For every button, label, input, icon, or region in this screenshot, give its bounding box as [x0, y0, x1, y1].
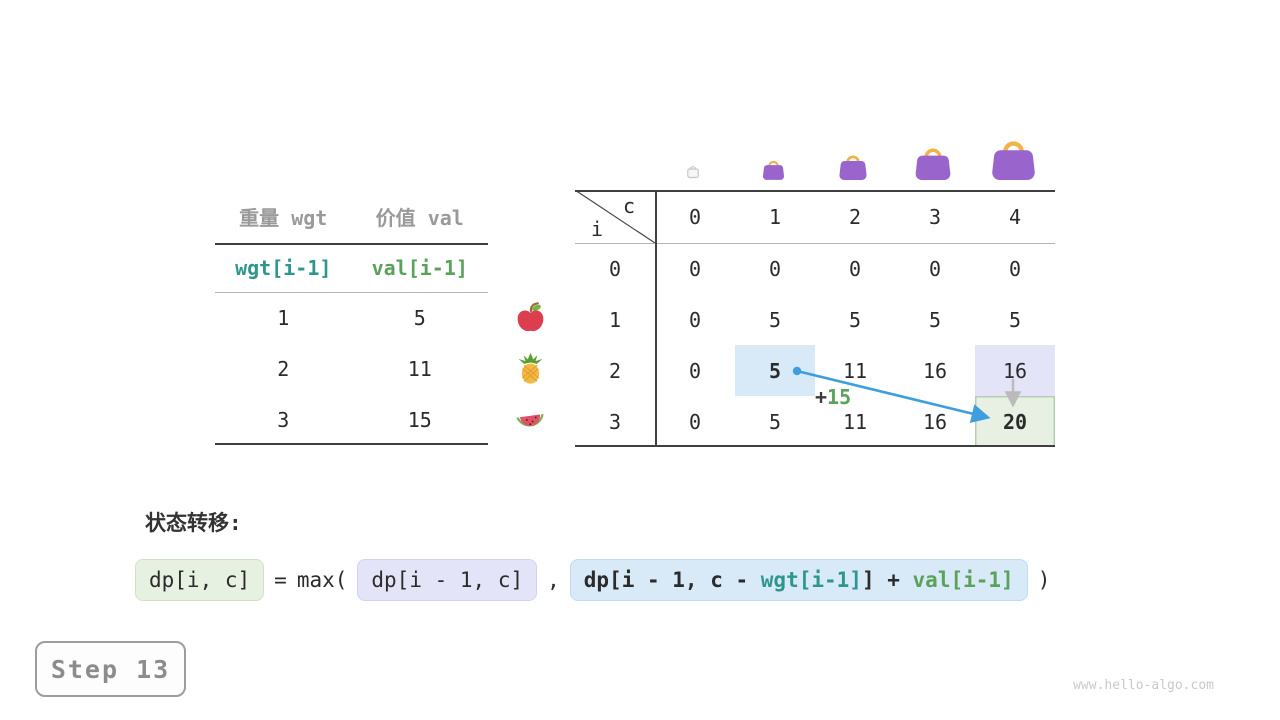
items-col-header-value: 价值 val — [375, 206, 464, 230]
dp-cell-1-1: 5 — [768, 307, 782, 332]
items-index-val: val[i-1] — [371, 255, 468, 280]
dp-cell-2-1-highlight-source: 5 — [735, 345, 815, 396]
arg2-bracket: ] — [861, 568, 875, 592]
formula-arg2-box: dp[i - 1, c - wgt[i-1]] + val[i-1] — [569, 559, 1028, 601]
formula-max-open: max( — [296, 568, 348, 592]
formula-lhs-box: dp[i, c] — [135, 559, 265, 601]
dp-row-header-1: 1 — [608, 307, 622, 332]
dp-cell-0-2: 0 — [848, 256, 862, 281]
formula-arg1-box: dp[i - 1, c] — [357, 559, 538, 601]
dp-cell-0-4: 0 — [1008, 256, 1022, 281]
bag-medium-icon — [839, 155, 867, 180]
item-3-value: 15 — [407, 407, 432, 432]
dp-cell-3-4-highlight-result: 20 — [975, 396, 1055, 447]
items-table: 重量 wgt 价值 val wgt[i-1] val[i-1] 1 5 2 11… — [215, 190, 488, 447]
transfer-value-label: +15 — [815, 385, 851, 409]
bag-xlarge-icon — [992, 141, 1035, 180]
dp-cell-0-0: 0 — [688, 256, 702, 281]
dp-cell-2-0: 0 — [688, 358, 702, 383]
item-3-weight: 3 — [277, 407, 290, 432]
item-2-value: 11 — [407, 356, 432, 381]
dp-row-header-3: 3 — [608, 409, 622, 434]
dp-corner-cell: c i — [575, 190, 655, 243]
state-transition-heading: 状态转移: — [145, 511, 242, 535]
dp-cell-3-3: 16 — [922, 409, 948, 434]
watermark: www.hello-algo.com — [1073, 678, 1214, 693]
dp-cell-3-0: 0 — [688, 409, 702, 434]
dp-col-header-3: 3 — [928, 204, 942, 229]
dp-cell-1-3: 5 — [928, 307, 942, 332]
watermelon-icon — [516, 413, 544, 427]
arg2-prefix: dp[i - 1, c - — [583, 568, 761, 592]
dp-bottom-rule — [575, 445, 1055, 447]
items-header-rule — [215, 243, 488, 245]
dp-cell-0-1: 0 — [768, 256, 782, 281]
corner-row-var: i — [591, 217, 604, 241]
dp-row-header-2: 2 — [608, 358, 622, 383]
corner-diagonal-line — [575, 190, 655, 243]
dp-col-header-0: 0 — [688, 204, 702, 229]
dp-row-header-0: 0 — [608, 256, 622, 281]
apple-icon — [517, 302, 544, 332]
dp-cell-2-4-highlight-skip: 16 — [975, 345, 1055, 396]
dp-vertical-divider — [655, 190, 657, 447]
dp-top-rule — [575, 190, 1055, 192]
items-bottom-rule — [215, 443, 488, 445]
formula-equals: = — [274, 568, 287, 592]
bag-small-icon — [762, 160, 785, 180]
items-index-wgt: wgt[i-1] — [235, 255, 332, 280]
dp-cell-1-0: 0 — [688, 307, 702, 332]
dp-header-rule — [575, 243, 1055, 244]
added-value: 15 — [827, 385, 852, 409]
items-col-header-weight: 重量 wgt — [239, 206, 328, 230]
dp-cell-1-4: 5 — [1008, 307, 1022, 332]
step-badge: Step 13 — [35, 641, 186, 697]
transition-formula: dp[i, c] = max( dp[i - 1, c] , dp[i - 1,… — [135, 559, 1050, 601]
corner-col-var: c — [622, 194, 635, 218]
formula-close-paren: ) — [1037, 568, 1051, 592]
pineapple-icon — [518, 352, 543, 384]
dp-cell-1-2: 5 — [848, 307, 862, 332]
bag-ghost-icon — [687, 166, 699, 179]
dp-col-header-4: 4 — [1008, 204, 1022, 229]
item-1-value: 5 — [413, 305, 426, 330]
item-1-weight: 1 — [277, 305, 290, 330]
arg2-val-term: val[i-1] — [912, 568, 1014, 592]
bag-large-icon — [915, 148, 951, 180]
items-index-rule — [215, 292, 488, 293]
dp-cell-3-1: 5 — [768, 409, 782, 434]
plus-sign: + — [815, 385, 828, 409]
formula-comma: , — [547, 568, 560, 592]
dp-cell-0-3: 0 — [928, 256, 942, 281]
dp-col-header-2: 2 — [848, 204, 862, 229]
item-2-weight: 2 — [277, 356, 290, 381]
dp-cell-2-3: 16 — [922, 358, 948, 383]
arg2-plus: + — [874, 568, 913, 592]
arg2-wgt-term: wgt[i-1] — [760, 568, 862, 592]
dp-col-header-1: 1 — [768, 204, 782, 229]
